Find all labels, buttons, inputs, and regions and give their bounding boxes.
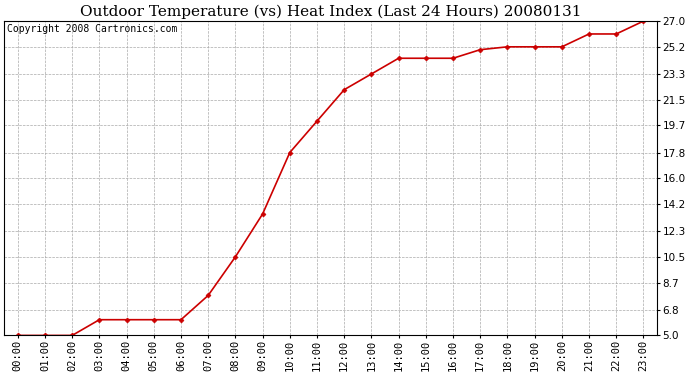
Title: Outdoor Temperature (vs) Heat Index (Last 24 Hours) 20080131: Outdoor Temperature (vs) Heat Index (Las… (80, 4, 582, 18)
Text: Copyright 2008 Cartronics.com: Copyright 2008 Cartronics.com (8, 24, 178, 34)
